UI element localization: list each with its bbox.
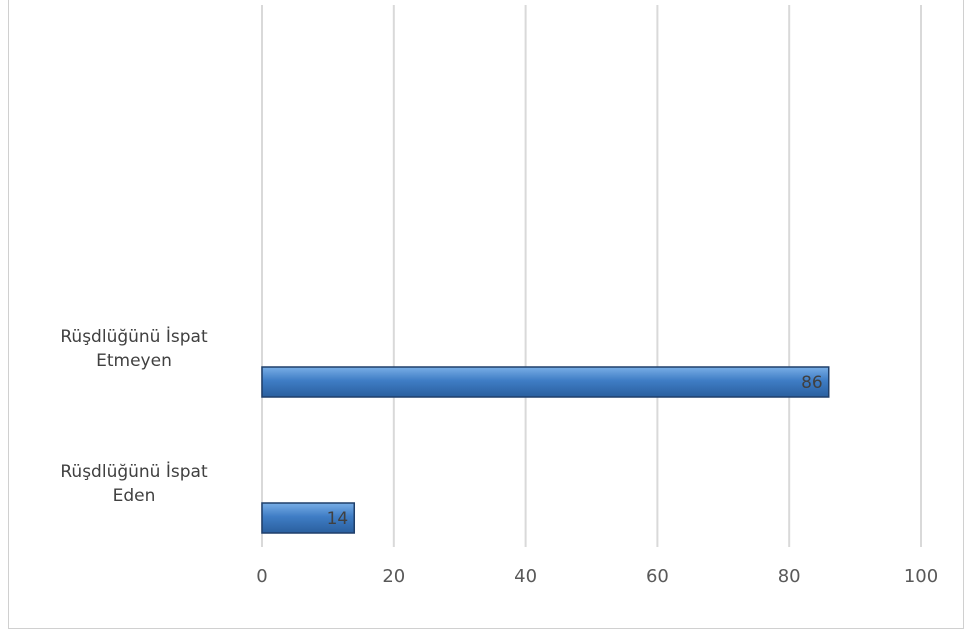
- x-tick-label: 100: [904, 566, 938, 587]
- x-axis-tick-labels: 0 20 40 60 80 100: [256, 566, 938, 587]
- x-tick-label: 60: [646, 566, 669, 587]
- x-tick-label: 20: [382, 566, 405, 587]
- gridlines: [261, 5, 922, 547]
- category-label: Rüşdlüğünü İspat: [60, 326, 208, 347]
- bars: 14 86: [261, 366, 830, 534]
- category-label: Eden: [113, 486, 156, 506]
- bar: [261, 366, 830, 398]
- bar-data-label: 14: [327, 509, 349, 529]
- bar-data-label: 86: [801, 373, 823, 393]
- x-tick-label: 0: [256, 566, 267, 587]
- y-axis-category-labels: Rüşdlüğünü İspat Eden Rüşdlüğünü İspat Etme…: [60, 326, 208, 506]
- category-label: Rüşdlüğünü İspat: [60, 461, 208, 482]
- category-label: Etmeyen: [96, 351, 172, 371]
- x-tick-label: 40: [514, 566, 537, 587]
- x-tick-label: 80: [778, 566, 801, 587]
- bar: [261, 502, 356, 534]
- chart-frame: [8, 0, 964, 629]
